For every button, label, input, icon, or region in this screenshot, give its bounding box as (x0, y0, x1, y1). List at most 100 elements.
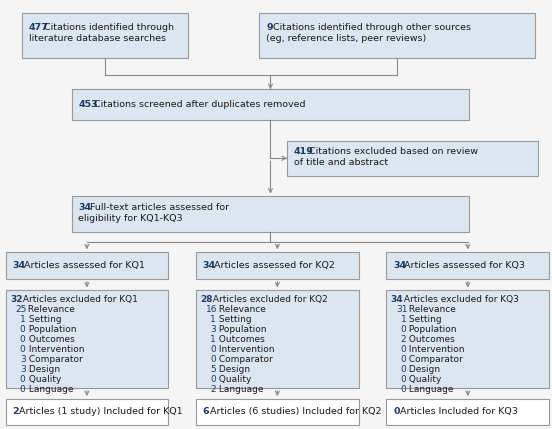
Text: 0: 0 (210, 375, 216, 384)
Text: Design: Design (406, 365, 440, 374)
Bar (72, 89, 469, 120)
Bar (386, 399, 549, 425)
Text: of title and abstract: of title and abstract (294, 158, 388, 167)
Text: Articles excluded for KQ1: Articles excluded for KQ1 (20, 295, 137, 304)
Text: Articles excluded for KQ2: Articles excluded for KQ2 (210, 295, 328, 304)
Text: Intervention: Intervention (406, 345, 465, 354)
Bar (196, 399, 359, 425)
Text: Citations screened after duplicates removed: Citations screened after duplicates remo… (91, 100, 306, 109)
Text: 1: 1 (20, 315, 25, 324)
Text: 6: 6 (203, 408, 209, 416)
Text: Articles (6 studies) Included for KQ2: Articles (6 studies) Included for KQ2 (207, 408, 381, 416)
Text: 0: 0 (401, 375, 406, 384)
Text: 34: 34 (393, 261, 406, 270)
Text: 3: 3 (210, 325, 216, 334)
Bar (72, 196, 469, 232)
Text: Intervention: Intervention (216, 345, 274, 354)
Bar (386, 290, 549, 388)
Text: Articles excluded for KQ3: Articles excluded for KQ3 (401, 295, 518, 304)
Text: Population: Population (216, 325, 267, 334)
Text: 34: 34 (391, 295, 404, 304)
Text: 2: 2 (210, 385, 216, 394)
Text: 0: 0 (401, 345, 406, 354)
Text: 0: 0 (401, 325, 406, 334)
Bar (386, 252, 549, 279)
Text: Comparator: Comparator (25, 355, 82, 364)
Text: 2: 2 (12, 408, 19, 416)
Text: 5: 5 (210, 365, 216, 374)
Text: Language: Language (25, 385, 73, 394)
Bar (22, 13, 188, 58)
Text: 0: 0 (20, 345, 25, 354)
Text: 1: 1 (210, 335, 216, 344)
Text: Setting: Setting (216, 315, 252, 324)
Text: 0: 0 (401, 365, 406, 374)
Bar (196, 252, 359, 279)
Text: 0: 0 (20, 375, 25, 384)
Text: Setting: Setting (406, 315, 442, 324)
Text: Comparator: Comparator (406, 355, 463, 364)
Bar (287, 141, 538, 176)
Text: Quality: Quality (406, 375, 442, 384)
Text: Citations identified through: Citations identified through (41, 23, 174, 32)
Text: Relevance: Relevance (216, 305, 266, 314)
Text: 32: 32 (10, 295, 23, 304)
Text: 1: 1 (210, 315, 216, 324)
Text: 34: 34 (12, 261, 25, 270)
Text: 0: 0 (20, 325, 25, 334)
Text: Comparator: Comparator (216, 355, 273, 364)
Text: 0: 0 (393, 408, 400, 416)
Bar (6, 252, 168, 279)
Text: Population: Population (406, 325, 457, 334)
Bar (6, 290, 168, 388)
Text: literature database searches: literature database searches (29, 34, 166, 43)
Text: Citations identified through other sources: Citations identified through other sourc… (270, 23, 471, 32)
Text: 0: 0 (401, 385, 406, 394)
Text: Articles Included for KQ3: Articles Included for KQ3 (397, 408, 518, 416)
Text: Outcomes: Outcomes (216, 335, 265, 344)
Bar (196, 290, 359, 388)
Text: (eg, reference lists, peer reviews): (eg, reference lists, peer reviews) (266, 34, 426, 43)
Text: eligibility for KQ1-KQ3: eligibility for KQ1-KQ3 (78, 214, 183, 223)
Text: Relevance: Relevance (406, 305, 456, 314)
Text: 477: 477 (29, 23, 49, 32)
Text: 2: 2 (401, 335, 406, 344)
Text: 453: 453 (78, 100, 98, 109)
Text: Relevance: Relevance (25, 305, 75, 314)
Text: 34: 34 (203, 261, 216, 270)
Text: Articles assessed for KQ2: Articles assessed for KQ2 (211, 261, 335, 270)
Text: 0: 0 (20, 385, 25, 394)
Text: 28: 28 (200, 295, 213, 304)
Text: 34: 34 (78, 203, 92, 211)
Text: Population: Population (25, 325, 76, 334)
Text: 3: 3 (20, 355, 25, 364)
Text: Outcomes: Outcomes (25, 335, 75, 344)
Text: Articles assessed for KQ3: Articles assessed for KQ3 (401, 261, 526, 270)
Text: 0: 0 (401, 355, 406, 364)
Text: Language: Language (406, 385, 454, 394)
Text: Setting: Setting (25, 315, 61, 324)
Text: Design: Design (216, 365, 250, 374)
Text: Quality: Quality (216, 375, 251, 384)
Text: 0: 0 (20, 335, 25, 344)
Text: Quality: Quality (25, 375, 61, 384)
Text: 25: 25 (15, 305, 27, 314)
Text: Articles (1 study) Included for KQ1: Articles (1 study) Included for KQ1 (17, 408, 183, 416)
Bar (259, 13, 535, 58)
Text: 3: 3 (20, 365, 25, 374)
Text: 16: 16 (206, 305, 217, 314)
Text: Full-text articles assessed for: Full-text articles assessed for (87, 203, 229, 211)
Text: 0: 0 (210, 355, 216, 364)
Text: 31: 31 (396, 305, 408, 314)
Text: Outcomes: Outcomes (406, 335, 455, 344)
Text: Intervention: Intervention (25, 345, 84, 354)
Text: Articles assessed for KQ1: Articles assessed for KQ1 (20, 261, 145, 270)
Text: Citations excluded based on review: Citations excluded based on review (306, 147, 479, 156)
Bar (6, 399, 168, 425)
Text: Language: Language (216, 385, 263, 394)
Text: 1: 1 (401, 315, 406, 324)
Text: Design: Design (25, 365, 60, 374)
Text: 419: 419 (294, 147, 314, 156)
Text: 0: 0 (210, 345, 216, 354)
Text: 9: 9 (266, 23, 273, 32)
